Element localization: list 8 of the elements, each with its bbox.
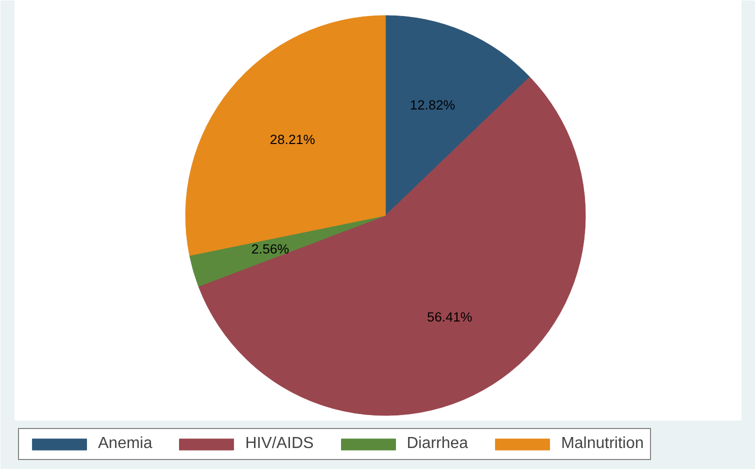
- data-label: 2.56%: [251, 241, 290, 256]
- legend-label: Diarrhea: [406, 435, 468, 453]
- data-label: 12.82%: [410, 98, 456, 113]
- legend-label: Malnutrition: [561, 435, 644, 453]
- legend-label: HIV/AIDS: [245, 435, 314, 453]
- data-label: 28.21%: [270, 132, 316, 148]
- legend-label: Anemia: [98, 435, 152, 453]
- data-label: 56.41%: [427, 309, 472, 324]
